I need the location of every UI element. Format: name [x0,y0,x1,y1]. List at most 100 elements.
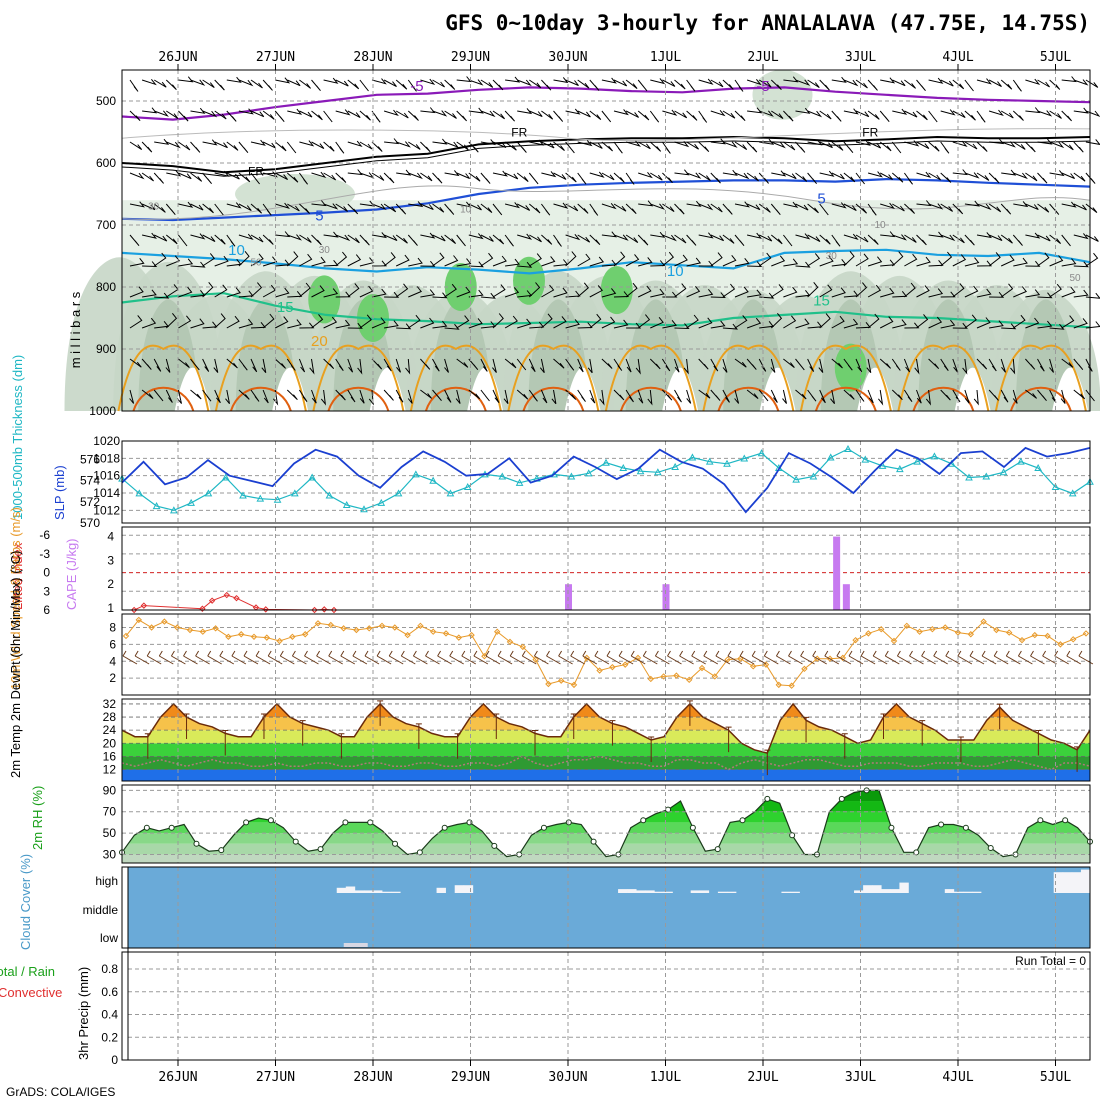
wind-barb [335,389,346,401]
wind-barb [1037,292,1053,299]
wind-barb [577,110,591,118]
dewpt-line [121,755,1091,771]
wind-barb [323,259,339,267]
wind10-barb [485,650,501,665]
precip-ytick: 0.4 [101,1008,118,1022]
wind10-barb [231,650,247,665]
wind-barb [637,234,649,246]
wind10-barb [134,650,150,665]
isotherm-25 [424,386,487,412]
wind-barb [601,172,615,181]
wind-barb [395,358,401,373]
wind-speed-marker [122,632,130,640]
wind10-barb [909,650,924,665]
wind-barb [347,254,362,267]
wind-barb [368,389,374,406]
wind-barb [166,255,181,267]
wind-barb [831,172,845,180]
thickness-marker [688,453,697,461]
wind-speed-marker [1069,636,1077,643]
wind-barb [577,282,589,298]
wind-barb [516,358,527,371]
wind-barb [928,110,938,123]
temp-ytick: 28 [103,710,117,724]
wind-barb [577,253,591,267]
wind-barb [1013,141,1026,150]
wind-barb [456,258,472,267]
wind-barb [698,358,709,370]
wind-barb [601,110,612,123]
wind-barb [734,201,750,208]
rh-dry-column [954,367,991,411]
wind-barb [589,79,600,91]
minmax-bar [222,729,229,756]
rh-marker [540,824,547,831]
wind-barb [468,358,479,371]
wind-barb [287,79,301,87]
wind-barb [1037,320,1053,329]
wind-barb [892,203,905,212]
wind-barb [867,234,879,245]
freezing-level-label: FR [862,125,878,139]
wind-barb [878,389,884,406]
cape-ytick: 1 [107,601,114,615]
wind-barb [129,141,143,151]
wind-barb [661,141,671,154]
wind-barb [964,285,979,298]
wind10-barb [824,650,840,665]
wind10-barb [945,650,961,665]
wind-barb [587,358,593,374]
wind-barb [625,389,634,403]
wind-barb [395,389,404,403]
wind-barb [154,110,169,117]
isotherm-25 [814,386,877,412]
wind-barb [988,358,997,372]
thickness-marker [152,502,161,510]
wind-barb [734,389,740,404]
wind-barb [1037,358,1045,372]
rh-dry-column [272,367,309,411]
thickness-marker [792,475,800,483]
rh-dry-column [857,367,894,411]
wind-barb [396,323,412,330]
rh-dry-column [564,367,601,411]
wind-barb [384,320,399,329]
wind-barb [408,286,423,298]
wind-barb [589,234,601,246]
wind-barb [153,252,167,267]
wind-barb [1025,358,1036,370]
wind-barb [468,141,479,153]
wind-barb [504,234,514,247]
date-label-bottom: 3JUL [845,1070,876,1085]
cloud-high-bar [454,885,465,893]
wind10-barb [533,650,549,665]
wind10-barb [425,650,440,665]
wind10-barb [207,650,222,665]
wind-barb [710,234,724,242]
cloud-high-bar [345,886,356,893]
rh-marker [441,824,448,831]
wind-speed-marker [621,661,629,668]
wind-barb [178,315,192,329]
wind-barb [286,389,298,401]
wind-barb [323,203,339,210]
cape-ylabel: CAPE (J/kg) [64,538,79,610]
freezing-level-line [121,135,1091,174]
isotherm-3 [121,292,1091,329]
wind-barb [142,289,157,298]
wind-barb [238,233,254,241]
wind10-barb [606,650,622,665]
thickness-marker [844,444,852,452]
li-ytick: 6 [43,603,50,617]
wind-barb [517,318,532,329]
wind-barb [407,234,418,246]
wind-barb [904,203,915,214]
wind-barb [432,320,448,329]
wind-speed-marker [749,663,757,670]
wind-barb [625,110,639,118]
wind-barb [795,107,811,114]
wind-barb [807,139,823,146]
cloud-high-bar [962,891,973,893]
wind-barb [710,203,723,213]
wind-barb [274,358,286,369]
